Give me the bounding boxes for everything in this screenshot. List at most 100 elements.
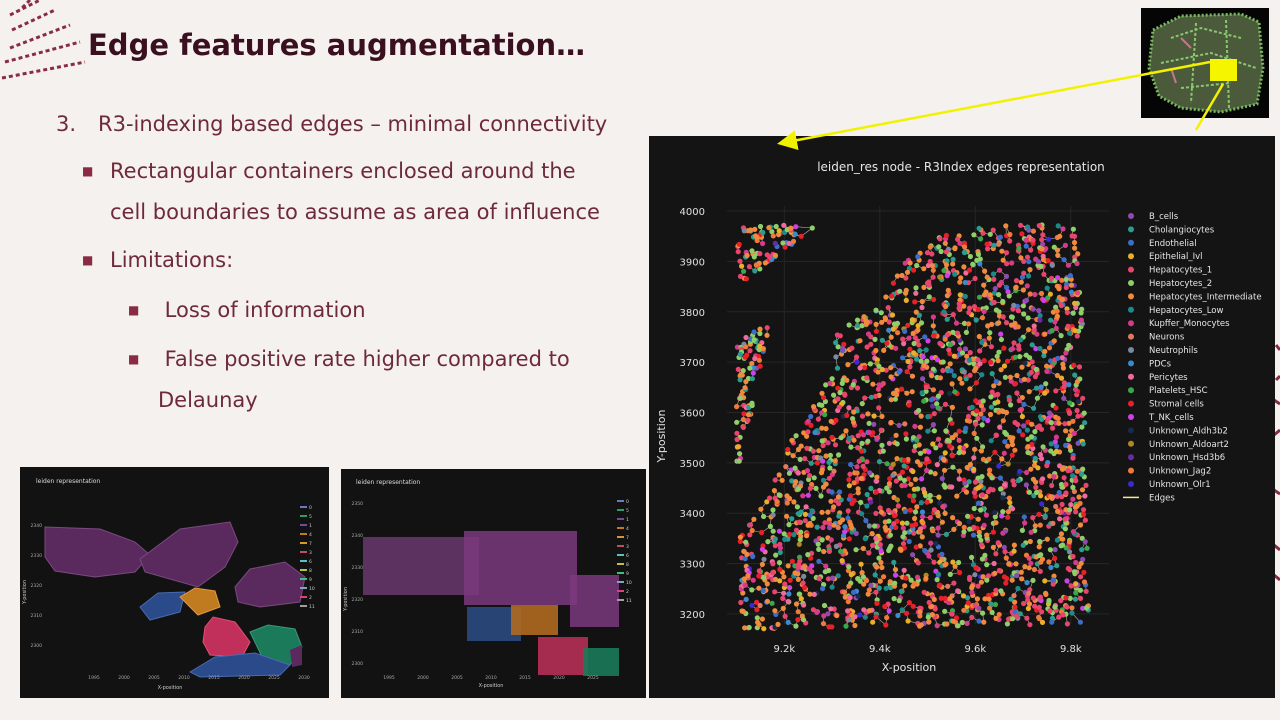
cell-point xyxy=(839,517,846,523)
cell-point xyxy=(1075,399,1081,405)
cell-point xyxy=(895,612,901,619)
cell-point xyxy=(894,456,900,462)
cell-point xyxy=(981,415,987,421)
cell-point xyxy=(888,397,894,403)
cell-point xyxy=(849,612,855,618)
legend-label: B_cells xyxy=(1149,212,1179,222)
cell-point xyxy=(804,533,810,539)
cell-point xyxy=(833,354,839,360)
cell-point xyxy=(884,461,890,467)
cell-point xyxy=(1043,591,1049,597)
cell-point xyxy=(760,229,766,236)
cell-point xyxy=(910,468,916,475)
x-tick-label: 2005 xyxy=(148,675,160,681)
bullet-text-line: Rectangular containers enclosed around t… xyxy=(110,159,576,183)
cell-point xyxy=(934,462,940,468)
cell-point xyxy=(1005,514,1011,520)
cell-point xyxy=(861,472,867,478)
cell-point xyxy=(1059,466,1066,472)
legend-label: 9 xyxy=(626,571,629,577)
cell-point xyxy=(782,536,788,542)
cell-point xyxy=(993,551,999,557)
cell-point xyxy=(826,624,832,630)
legend-swatch xyxy=(1128,347,1134,353)
cell-point xyxy=(992,509,998,515)
cell-point xyxy=(878,427,884,433)
cell-point xyxy=(827,465,833,471)
cell-point xyxy=(746,624,752,631)
cell-point xyxy=(929,251,935,257)
cell-point xyxy=(1059,355,1065,361)
cell-point xyxy=(1067,400,1073,406)
cell-point xyxy=(930,441,936,447)
cell-point xyxy=(978,448,984,454)
cell-point xyxy=(979,422,985,428)
x-ticks: 1995 2000 2005 2010 2015 2020 2025 xyxy=(383,675,599,681)
cell-point xyxy=(1066,420,1072,426)
cell-point xyxy=(1018,279,1024,285)
legend-swatch xyxy=(1128,360,1134,367)
cell-point xyxy=(963,425,969,431)
cell-point xyxy=(825,576,832,582)
cell-point xyxy=(770,512,776,518)
cell-point xyxy=(1030,515,1036,521)
cell-point xyxy=(992,514,998,520)
y-tick-label: 3300 xyxy=(680,560,705,571)
cell-point xyxy=(829,584,835,590)
legend-label: PDCs xyxy=(1149,359,1172,369)
cell-point xyxy=(774,499,780,505)
cell-point xyxy=(1036,308,1042,314)
legend-label: Hepatocytes_2 xyxy=(1149,279,1212,289)
cell-point xyxy=(905,358,911,365)
cell-point xyxy=(797,456,803,462)
cell-point xyxy=(787,577,793,583)
cell-point xyxy=(1001,574,1007,580)
cell-point xyxy=(987,486,993,492)
cell-point xyxy=(1070,226,1076,232)
cell-point xyxy=(1070,484,1076,490)
cell-point xyxy=(941,267,947,274)
legend: B_cellsCholangiocytesEndothelialEpitheli… xyxy=(1123,212,1262,503)
cell-point xyxy=(1015,308,1021,314)
cell-point xyxy=(1062,516,1068,522)
cell-point xyxy=(776,492,782,498)
cell-point xyxy=(883,316,889,322)
cell-point xyxy=(886,481,892,487)
x-tick-label: 2025 xyxy=(587,675,599,681)
cell-point xyxy=(975,583,981,589)
cell-point xyxy=(821,582,827,588)
cell-point xyxy=(963,489,970,495)
cell-point xyxy=(862,536,868,542)
cell-point xyxy=(991,560,997,567)
cell-point xyxy=(1062,526,1068,532)
cell-point xyxy=(1015,324,1021,330)
cell-point xyxy=(1012,354,1018,360)
cell-point xyxy=(890,280,896,286)
cell-point xyxy=(870,542,876,548)
cell-point xyxy=(999,248,1005,254)
cell-point xyxy=(979,372,985,378)
cell-point xyxy=(917,450,924,456)
cell-point xyxy=(793,623,799,629)
cluster-polygon xyxy=(290,645,302,667)
cell-point xyxy=(1009,346,1016,352)
cell-point xyxy=(847,471,853,477)
cell-point xyxy=(795,617,801,623)
cell-point xyxy=(945,287,951,293)
cell-point xyxy=(912,509,919,515)
cell-point xyxy=(797,537,803,543)
legend-label: 8 xyxy=(626,562,629,568)
cell-point xyxy=(1046,559,1052,565)
cell-point xyxy=(757,363,763,369)
cell-point xyxy=(796,541,802,547)
cell-point xyxy=(911,580,917,586)
cell-point xyxy=(945,437,951,443)
cell-point xyxy=(887,579,893,585)
legend-label: Kupffer_Monocytes xyxy=(1149,319,1230,329)
cell-point xyxy=(1026,259,1032,265)
cell-point xyxy=(1028,434,1035,440)
cell-point xyxy=(975,306,981,313)
cell-point xyxy=(919,534,925,540)
